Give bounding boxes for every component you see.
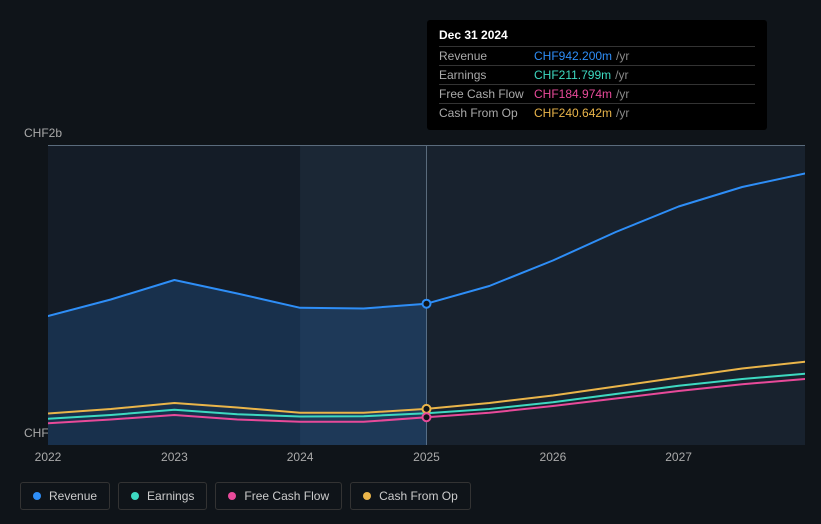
tooltip: Dec 31 2024 RevenueCHF942.200m/yrEarning… <box>427 20 767 130</box>
tooltip-row: Free Cash FlowCHF184.974m/yr <box>439 84 755 103</box>
legend-item-free-cash-flow[interactable]: Free Cash Flow <box>215 482 342 510</box>
tooltip-row-unit: /yr <box>616 106 629 120</box>
tooltip-date: Dec 31 2024 <box>439 28 755 46</box>
tooltip-row: Cash From OpCHF240.642m/yr <box>439 103 755 122</box>
x-axis-tick: 2026 <box>540 450 567 464</box>
legend-item-label: Earnings <box>147 489 194 503</box>
legend-dot-icon <box>33 492 41 500</box>
tooltip-row-unit: /yr <box>616 87 629 101</box>
tooltip-row-unit: /yr <box>615 68 628 82</box>
legend: Revenue Earnings Free Cash Flow Cash From O… <box>20 482 471 510</box>
tooltip-row-label: Revenue <box>439 49 534 63</box>
legend-dot-icon <box>228 492 236 500</box>
tooltip-row-label: Free Cash Flow <box>439 87 534 101</box>
legend-dot-icon <box>131 492 139 500</box>
tooltip-row-unit: /yr <box>616 49 629 63</box>
tooltip-row-label: Earnings <box>439 68 534 82</box>
x-axis-tick: 2023 <box>161 450 188 464</box>
legend-item-earnings[interactable]: Earnings <box>118 482 207 510</box>
legend-item-revenue[interactable]: Revenue <box>20 482 110 510</box>
y-axis-top-label: CHF2b <box>24 126 62 140</box>
x-axis-tick: 2022 <box>35 450 62 464</box>
legend-item-label: Free Cash Flow <box>244 489 329 503</box>
chart-area[interactable] <box>48 145 805 445</box>
chart-svg <box>48 145 805 445</box>
tooltip-row: RevenueCHF942.200m/yr <box>439 46 755 65</box>
x-axis-tick: 2024 <box>287 450 314 464</box>
legend-dot-icon <box>363 492 371 500</box>
tooltip-row: EarningsCHF211.799m/yr <box>439 65 755 84</box>
tooltip-row-label: Cash From Op <box>439 106 534 120</box>
legend-item-label: Revenue <box>49 489 97 503</box>
tooltip-row-value: CHF942.200m <box>534 49 612 63</box>
legend-item-cash-from-op[interactable]: Cash From Op <box>350 482 471 510</box>
tooltip-row-value: CHF184.974m <box>534 87 612 101</box>
legend-item-label: Cash From Op <box>379 489 458 503</box>
tooltip-row-value: CHF240.642m <box>534 106 612 120</box>
x-axis-tick: 2025 <box>413 450 440 464</box>
tooltip-row-value: CHF211.799m <box>534 68 611 82</box>
x-axis: 202220232024202520262027 <box>48 450 805 470</box>
x-axis-tick: 2027 <box>665 450 692 464</box>
